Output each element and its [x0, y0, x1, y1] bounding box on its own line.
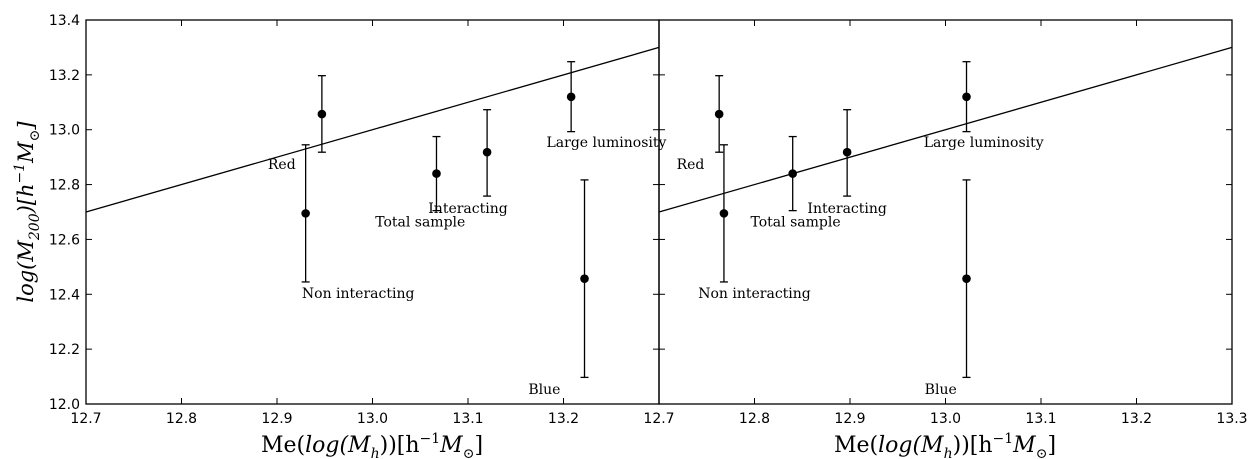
data-point	[719, 209, 729, 218]
x-tick-label: 13.1	[452, 411, 483, 427]
x-tick-label: 12.8	[739, 411, 770, 427]
data-point	[962, 92, 971, 102]
point-annotation: Large luminosity	[924, 135, 1044, 151]
y-tick-label: 12.0	[49, 397, 80, 413]
x-tick-label: 12.8	[166, 411, 197, 427]
data-point	[714, 109, 724, 119]
point-annotation: Blue	[925, 382, 957, 398]
reference-line	[85, 46, 660, 213]
x-tick-label: 13.0	[930, 411, 961, 427]
point-annotation: Non interacting	[302, 286, 415, 302]
y-tick-label: 12.6	[49, 232, 80, 248]
point-annotation: Red	[677, 157, 705, 173]
point-annotation: Total sample	[375, 215, 465, 231]
right-panel: 12.8 12.9 13.0 13.1 13.2 13.3 Red Non interacti…	[658, 19, 1248, 427]
data-point	[962, 274, 971, 283]
point-annotation: Blue	[528, 382, 560, 398]
data-point	[788, 169, 797, 178]
data-point	[566, 92, 576, 102]
x-tick-label: 12.9	[261, 411, 292, 427]
x-tick-label: 13.2	[548, 411, 579, 427]
y-tick-label: 12.8	[49, 178, 80, 194]
plot-frame	[85, 19, 660, 405]
x-tick-label: 12.7	[70, 411, 101, 427]
point-annotation: Interacting	[807, 201, 886, 217]
y-tick-label: 13.2	[49, 68, 80, 84]
x-tick-label: 12.7	[643, 411, 674, 427]
y-tick-label: 12.2	[49, 342, 80, 358]
reference-line	[658, 46, 1233, 213]
x-tick-label: 12.9	[834, 411, 865, 427]
data-point	[432, 169, 441, 178]
left-panel: 12.0 12.2 12.4 12.6 12.8 13.0 13.2 13.4 12.7 12.8…	[49, 13, 675, 427]
data-point	[317, 109, 327, 119]
y-tick-label: 13.4	[49, 13, 80, 29]
data-point	[842, 147, 852, 157]
x-tick-label: 13.0	[357, 411, 388, 427]
x-axis-label-left: Me(log(Mh))[h−1M⊙]	[261, 431, 483, 459]
y-tick-label: 13.0	[49, 123, 80, 139]
point-annotation: Non interacting	[698, 286, 811, 302]
plot-frame	[658, 19, 1233, 405]
data-point	[482, 147, 492, 157]
y-tick-label: 12.4	[49, 287, 80, 303]
data-point	[580, 274, 589, 283]
point-annotation: Interacting	[428, 201, 507, 217]
x-tick-label: 13.3	[1216, 411, 1247, 427]
point-annotation: Large luminosity	[547, 135, 667, 151]
x-tick-label: 13.2	[1121, 411, 1152, 427]
point-annotation: Total sample	[751, 215, 841, 231]
point-annotation: Red	[268, 157, 296, 173]
data-point	[301, 209, 310, 218]
x-tick-label: 13.1	[1025, 411, 1056, 427]
y-axis-label: log(M200)[h−1M⊙]	[12, 121, 43, 303]
x-axis-label-right: Me(log(Mh))[h−1M⊙]	[834, 431, 1056, 459]
